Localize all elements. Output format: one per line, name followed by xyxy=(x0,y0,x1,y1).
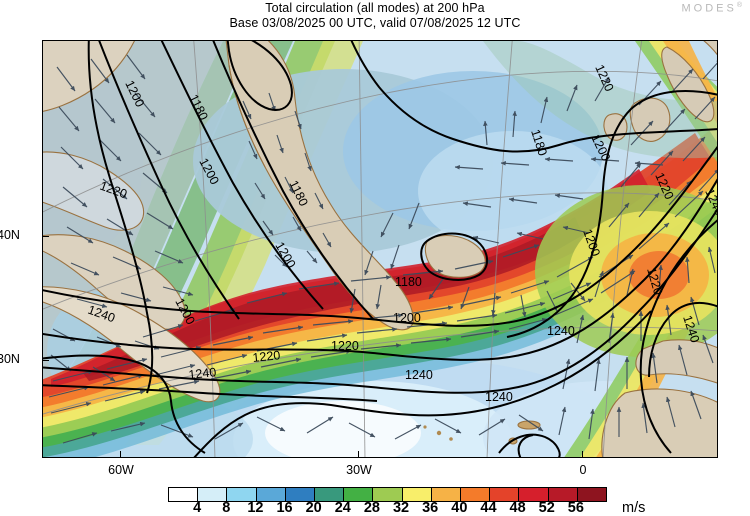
contour-label: 1180 xyxy=(395,275,422,289)
page-title: Total circulation (all modes) at 200 hPa xyxy=(265,1,485,15)
colorbar-bands xyxy=(168,487,607,502)
contour-label: 1240 xyxy=(405,368,433,382)
colorbar-tick-40: 40 xyxy=(451,500,468,516)
colorbar-band-32-36 xyxy=(402,488,432,501)
colorbar-band-24-28 xyxy=(344,488,374,501)
colorbar-tick-36: 36 xyxy=(422,500,439,516)
colorbar-band-12-16 xyxy=(256,488,286,501)
colorbar-band-8-12 xyxy=(227,488,257,501)
colorbar-band-28-32 xyxy=(373,488,403,501)
colorbar-tick-44: 44 xyxy=(480,500,497,516)
colorbar-band-16-20 xyxy=(285,488,316,501)
x-axis-label-30w: 30W xyxy=(346,463,372,477)
y-tick-40n xyxy=(42,236,49,238)
brand-text: MODES xyxy=(681,2,737,15)
y-axis-label-30n: 30N xyxy=(0,352,20,366)
colorbar-tick-8: 8 xyxy=(222,500,231,516)
colorbar xyxy=(168,487,607,502)
colorbar-tick-16: 16 xyxy=(276,500,293,516)
colorbar-unit-label: m/s xyxy=(622,500,646,516)
y-axis-label-40n: 40N xyxy=(0,228,20,242)
contour-label: 1220 xyxy=(252,348,281,365)
colorbar-tick-48: 48 xyxy=(509,500,526,516)
y-tick-30n xyxy=(42,360,49,362)
modes-logo: MODES® xyxy=(681,2,742,15)
contour-label: 1200 xyxy=(393,311,421,325)
contour-label: 1220 xyxy=(331,339,359,353)
x-tick-60w xyxy=(120,451,122,458)
colorbar-tick-24: 24 xyxy=(334,500,351,516)
wind-vectors xyxy=(48,54,717,444)
x-tick-0 xyxy=(582,451,584,458)
colorbar-band-44-48 xyxy=(490,488,520,501)
colorbar-band-48-52 xyxy=(519,488,549,501)
x-axis-label-0: 0 xyxy=(579,463,587,477)
colorbar-tick-32: 32 xyxy=(392,500,410,516)
colorbar-tick-56: 56 xyxy=(567,500,584,516)
colorbar-band-20-24 xyxy=(315,488,345,501)
colorbar-band-4-8 xyxy=(198,488,228,501)
contour-label: 1240 xyxy=(188,365,217,382)
contour-label: 1240 xyxy=(485,390,513,404)
x-tick-30w xyxy=(358,451,360,458)
colorbar-tick-52: 52 xyxy=(538,500,555,516)
x-axis-label-60w: 60W xyxy=(108,463,134,477)
colorbar-tick-28: 28 xyxy=(363,500,380,516)
colorbar-tick-4: 4 xyxy=(193,500,202,516)
colorbar-band-52-56 xyxy=(548,488,578,501)
title-block: Total circulation (all modes) at 200 hPa… xyxy=(0,0,750,31)
colorbar-band-36-40 xyxy=(431,488,462,501)
map-canvas: 1200 1180 1200 1220 1180 1200 1200 1240 … xyxy=(43,41,717,457)
colorbar-band-0-4 xyxy=(169,488,199,501)
colorbar-tick-20: 20 xyxy=(305,500,322,516)
map-plot-area: 1200 1180 1200 1220 1180 1200 1200 1240 … xyxy=(42,40,718,458)
page-subtitle: Base 03/08/2025 00 UTC, valid 07/08/2025… xyxy=(229,16,521,30)
colorbar-band-56-60 xyxy=(577,488,607,501)
brand-mark: ® xyxy=(736,2,742,9)
graticule xyxy=(43,41,717,457)
colorbar-tick-12: 12 xyxy=(247,500,264,516)
colorbar-band-40-44 xyxy=(461,488,491,501)
contour-label: 1240 xyxy=(547,324,575,338)
height-contours xyxy=(43,41,717,457)
